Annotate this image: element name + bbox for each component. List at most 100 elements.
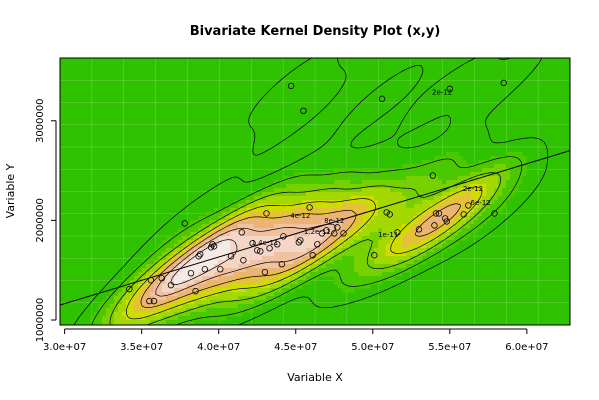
data-point bbox=[210, 243, 218, 250]
density-cell bbox=[306, 224, 311, 229]
density-cell bbox=[450, 240, 455, 245]
density-cell bbox=[390, 248, 395, 253]
density-cell bbox=[286, 212, 291, 217]
density-cell bbox=[154, 272, 159, 277]
density-cell bbox=[410, 240, 415, 245]
density-cell bbox=[282, 288, 287, 293]
density-cell bbox=[366, 272, 371, 277]
density-cell bbox=[394, 244, 399, 249]
density-cell bbox=[250, 252, 255, 257]
density-cell bbox=[502, 176, 507, 181]
density-cell bbox=[366, 180, 371, 185]
density-cell bbox=[338, 236, 343, 241]
density-cell bbox=[366, 184, 371, 189]
density-cell bbox=[382, 204, 387, 209]
density-cell bbox=[414, 212, 419, 217]
density-cell bbox=[446, 164, 451, 169]
density-cell bbox=[286, 196, 291, 201]
density-cell bbox=[334, 204, 339, 209]
density-cell bbox=[494, 184, 499, 189]
density-cell bbox=[290, 260, 295, 265]
density-cell bbox=[478, 216, 483, 221]
density-cell bbox=[394, 216, 399, 221]
density-cell bbox=[238, 284, 243, 289]
density-cell bbox=[254, 276, 259, 281]
density-cell bbox=[430, 164, 435, 169]
density-cell bbox=[402, 196, 407, 201]
density-cell bbox=[482, 220, 487, 225]
density-cell bbox=[306, 236, 311, 241]
density-cell bbox=[274, 188, 279, 193]
density-cell bbox=[306, 268, 311, 273]
density-cell bbox=[430, 188, 435, 193]
density-cell bbox=[198, 228, 203, 233]
density-cell bbox=[302, 204, 307, 209]
density-cell bbox=[510, 156, 515, 161]
density-cell bbox=[382, 268, 387, 273]
density-cell bbox=[262, 276, 267, 281]
density-cell bbox=[398, 204, 403, 209]
density-cell bbox=[406, 200, 411, 205]
density-cell bbox=[470, 224, 475, 229]
density-cell bbox=[234, 240, 239, 245]
density-cell bbox=[378, 188, 383, 193]
density-cell bbox=[226, 272, 231, 277]
density-cell bbox=[266, 256, 271, 261]
density-cell bbox=[406, 164, 411, 169]
density-cell bbox=[362, 176, 367, 181]
density-cell bbox=[390, 180, 395, 185]
density-cell bbox=[146, 284, 151, 289]
density-cell bbox=[470, 212, 475, 217]
density-cell bbox=[406, 176, 411, 181]
density-cell bbox=[278, 272, 283, 277]
density-cell bbox=[338, 172, 343, 177]
density-cell bbox=[398, 260, 403, 265]
density-cell bbox=[262, 256, 267, 261]
density-cell bbox=[454, 204, 459, 209]
density-cell bbox=[238, 296, 243, 301]
density-cell bbox=[186, 268, 191, 273]
density-cell bbox=[502, 188, 507, 193]
density-cell bbox=[438, 172, 443, 177]
density-cell bbox=[362, 172, 367, 177]
density-cell bbox=[334, 272, 339, 277]
data-point bbox=[306, 204, 313, 211]
density-cell bbox=[406, 260, 411, 265]
density-cell bbox=[330, 208, 335, 213]
density-cell bbox=[386, 216, 391, 221]
density-cell bbox=[430, 208, 435, 213]
density-cell bbox=[410, 236, 415, 241]
density-cell bbox=[214, 244, 219, 249]
density-cell bbox=[338, 216, 343, 221]
density-cell bbox=[126, 296, 131, 301]
density-cell bbox=[386, 220, 391, 225]
density-cell bbox=[470, 200, 475, 205]
density-cell bbox=[162, 252, 167, 257]
density-cell bbox=[422, 252, 427, 257]
density-cell bbox=[342, 168, 347, 173]
density-cell bbox=[234, 236, 239, 241]
density-cell bbox=[234, 248, 239, 253]
density-cell bbox=[362, 216, 367, 221]
density-cell bbox=[378, 204, 383, 209]
density-cell bbox=[302, 184, 307, 189]
density-cell bbox=[178, 316, 183, 321]
density-cell bbox=[278, 244, 283, 249]
density-cell bbox=[258, 276, 263, 281]
density-cell bbox=[338, 272, 343, 277]
density-cell bbox=[286, 224, 291, 229]
density-cell bbox=[166, 288, 171, 293]
density-cell bbox=[426, 176, 431, 181]
density-cell bbox=[322, 256, 327, 261]
density-cell bbox=[186, 292, 191, 297]
density-cell bbox=[294, 232, 299, 237]
density-cell bbox=[338, 284, 343, 289]
density-cell bbox=[354, 192, 359, 197]
density-cell bbox=[438, 232, 443, 237]
density-cell bbox=[474, 188, 479, 193]
density-cell bbox=[394, 268, 399, 273]
density-cell bbox=[186, 260, 191, 265]
density-cell bbox=[246, 308, 251, 313]
density-cell bbox=[170, 296, 175, 301]
density-cell bbox=[354, 176, 359, 181]
